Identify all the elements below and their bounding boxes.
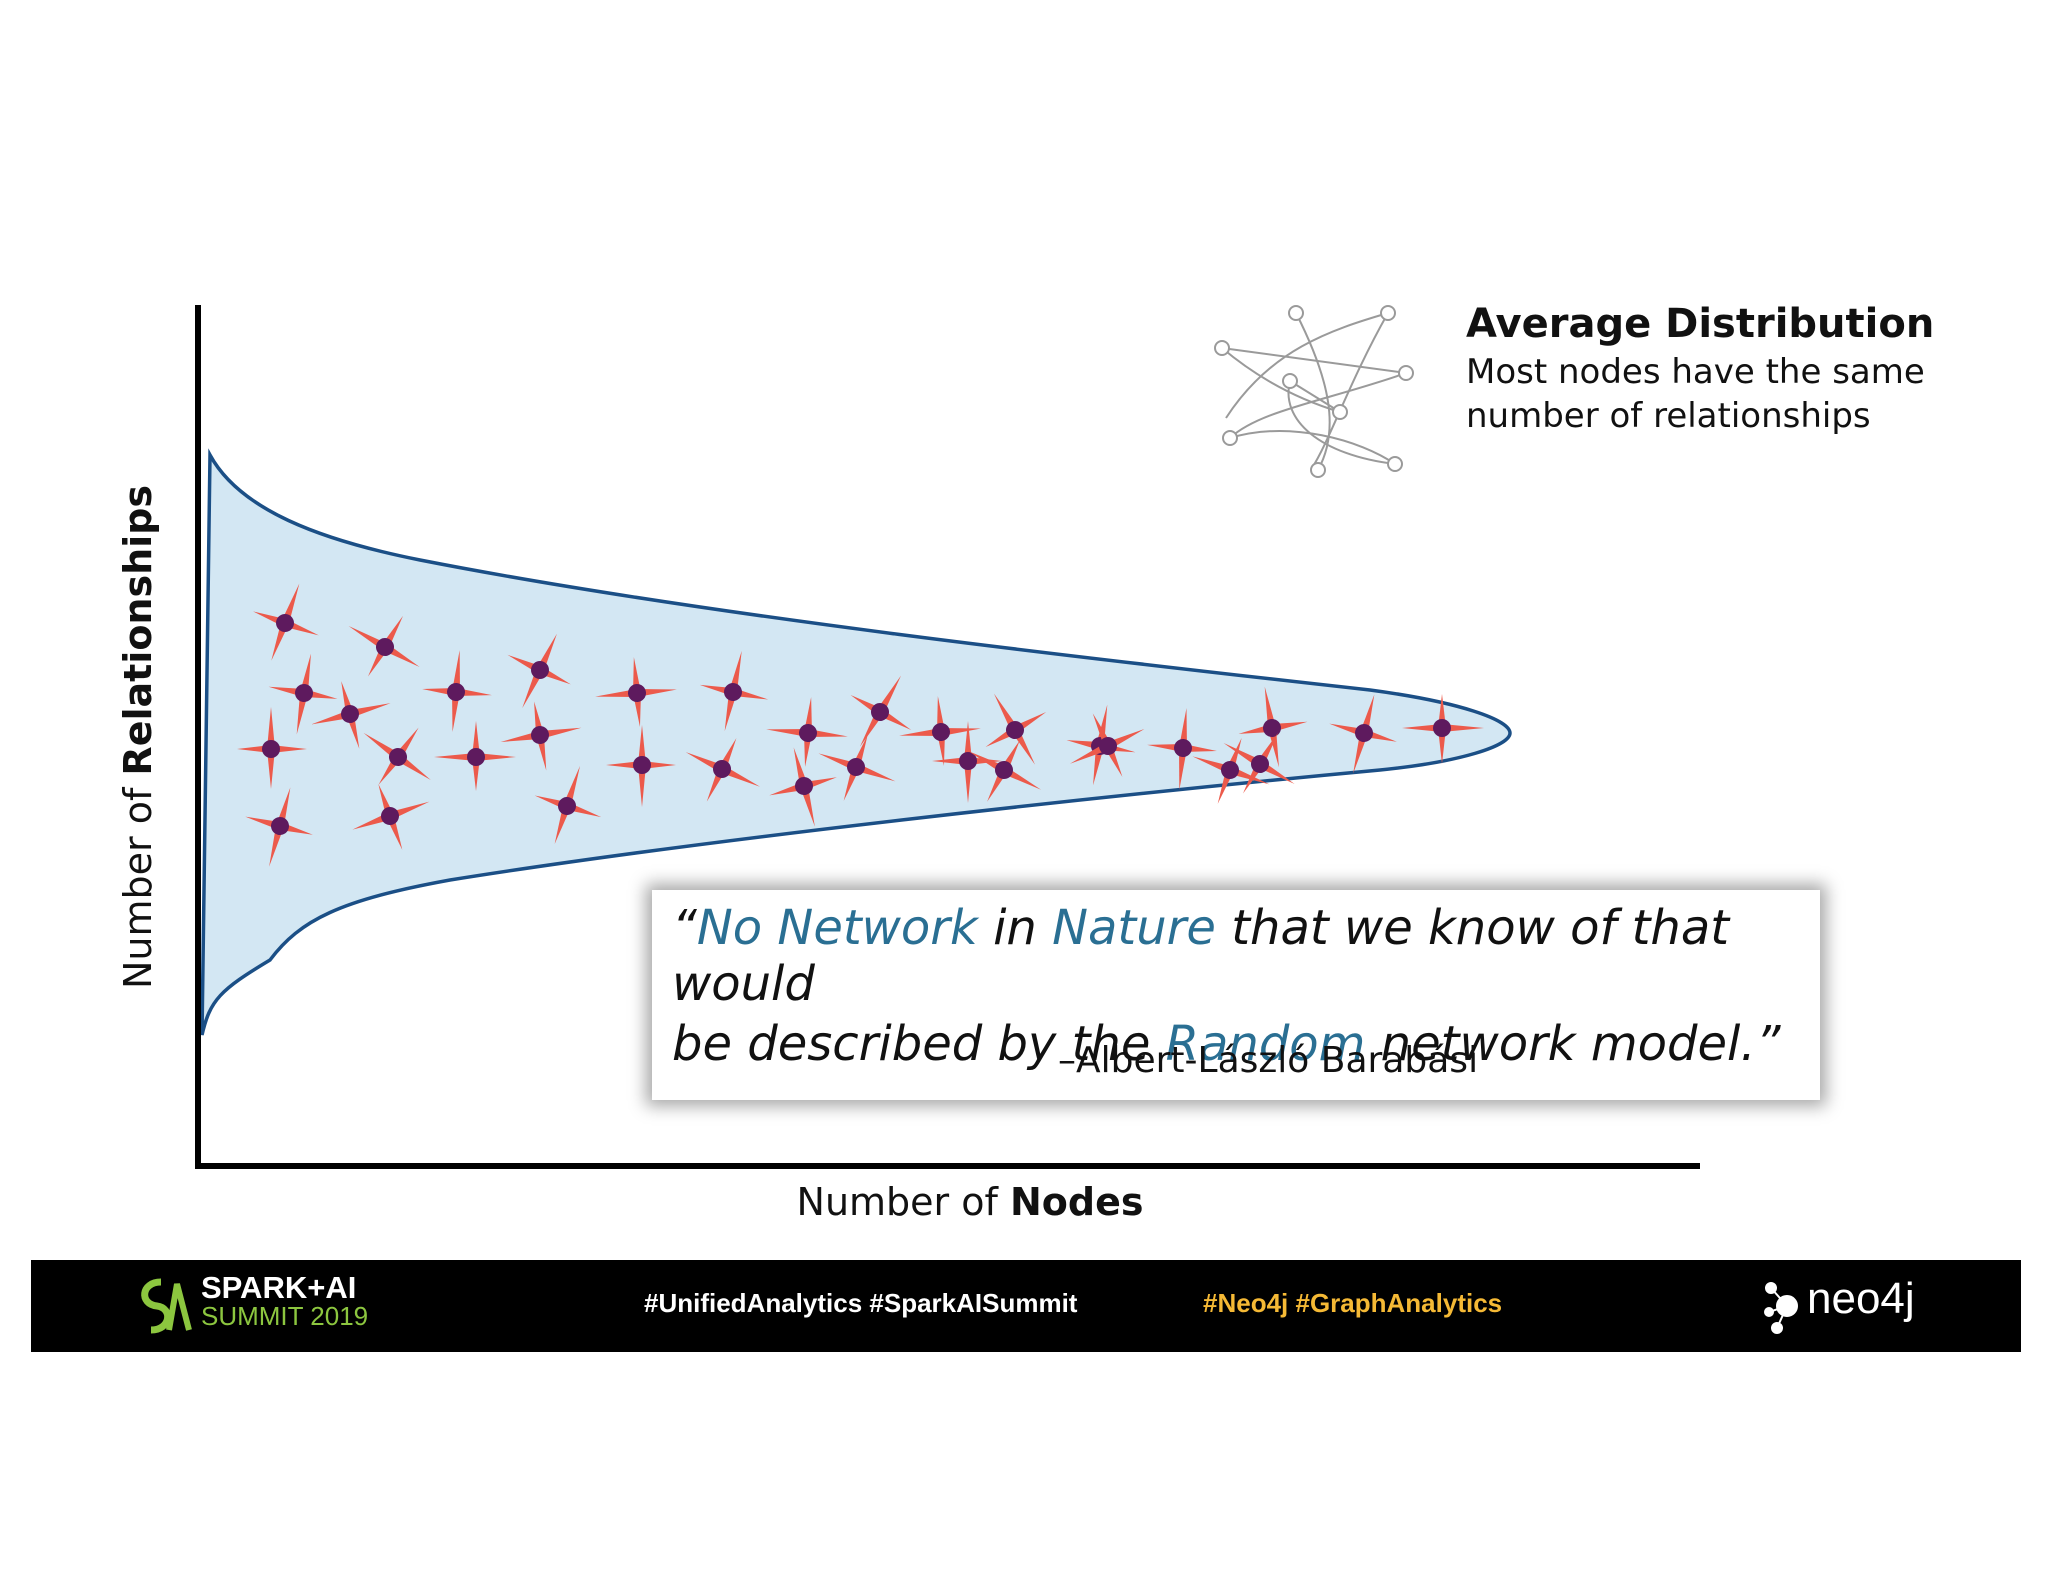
star-node	[1329, 694, 1397, 774]
star-node	[685, 738, 761, 802]
star-node	[1147, 708, 1217, 790]
star-node	[1069, 713, 1145, 777]
star-node	[348, 615, 420, 677]
star-nodes	[237, 583, 1484, 867]
quote-line-2: be described by the Random network model…	[672, 1012, 1800, 1072]
legend-title: Average Distribution	[1466, 301, 1935, 347]
star-node	[606, 725, 676, 807]
star-node	[311, 681, 391, 749]
neo4j-logo-icon	[1764, 1282, 1798, 1334]
quote-author: –Albert-László Barabási	[1058, 1040, 1479, 1081]
quote-text-described: be described by the	[672, 1016, 1166, 1072]
quote-highlight-network: No Network	[696, 900, 978, 956]
star-node	[507, 633, 571, 709]
x-axis-title-bold: Nodes	[1009, 1180, 1144, 1224]
star-node	[899, 696, 981, 766]
distribution-shape	[200, 448, 1512, 1036]
neo4j-wordmark: neo4j	[1807, 1274, 1915, 1323]
y-axis-title-bold: Relationships	[116, 484, 160, 776]
star-node	[1402, 694, 1484, 764]
quote-line-1: “No Network in Nature that we know of th…	[672, 896, 1800, 1012]
star-node	[500, 701, 582, 771]
star-node	[1192, 738, 1270, 804]
event-subtitle: SUMMIT 2019	[201, 1301, 369, 1331]
star-node	[352, 784, 430, 850]
star-node	[1238, 686, 1308, 768]
star-node	[253, 583, 319, 661]
quote-box: “No Network in Nature that we know of th…	[652, 890, 1820, 1100]
x-axis-title-prefix: Number of	[796, 1180, 1010, 1224]
quote-highlight-random: Random	[1165, 1016, 1366, 1072]
quote-text-rest-2: network model.”	[1365, 1016, 1781, 1072]
quote-text-rest-1: that we know of that would	[672, 900, 1730, 1012]
star-node	[237, 707, 307, 789]
star-node	[968, 739, 1042, 802]
network-icon-nodes	[1214, 305, 1414, 478]
star-node	[766, 697, 848, 767]
star-node	[268, 653, 338, 735]
y-axis-title-prefix: Number of	[116, 775, 160, 990]
legend-description-line-1: Most nodes have the same	[1466, 352, 1925, 392]
random-network-icon	[1221, 312, 1407, 471]
legend-description-line-2: number of relationships	[1466, 396, 1871, 436]
star-node	[932, 721, 1002, 803]
quote-highlight-nature: Nature	[1052, 900, 1216, 956]
star-node	[769, 747, 837, 827]
star-node	[363, 727, 431, 785]
star-node	[245, 787, 313, 867]
star-node	[818, 735, 896, 801]
spark-ai-logo-icon	[141, 1278, 192, 1334]
star-node	[595, 657, 677, 727]
star-node	[534, 766, 602, 845]
quote-open-mark: “	[672, 900, 697, 956]
y-axis-title: Number of Relationships	[116, 485, 160, 989]
footer-bar: SPARK+AI SUMMIT 2019 #UnifiedAnalytics #…	[31, 1260, 2021, 1352]
hashtags-neo4j: #Neo4j #GraphAnalytics	[1203, 1288, 1503, 1318]
legend: Average Distribution Most nodes have the…	[1466, 298, 1934, 438]
star-node	[1223, 732, 1295, 794]
hashtags-summit: #UnifiedAnalytics #SparkAISummit	[644, 1288, 1078, 1318]
spark-ai-wordmark: SPARK+AI SUMMIT 2019	[201, 1270, 369, 1331]
star-node	[850, 675, 912, 747]
star-node	[985, 693, 1047, 765]
star-node	[434, 721, 516, 791]
event-title: SPARK+AI	[201, 1270, 357, 1305]
quote-text-in: in	[977, 900, 1053, 956]
star-node	[422, 650, 492, 732]
star-node	[699, 650, 769, 732]
x-axis-title: Number of Nodes	[797, 1180, 1144, 1224]
